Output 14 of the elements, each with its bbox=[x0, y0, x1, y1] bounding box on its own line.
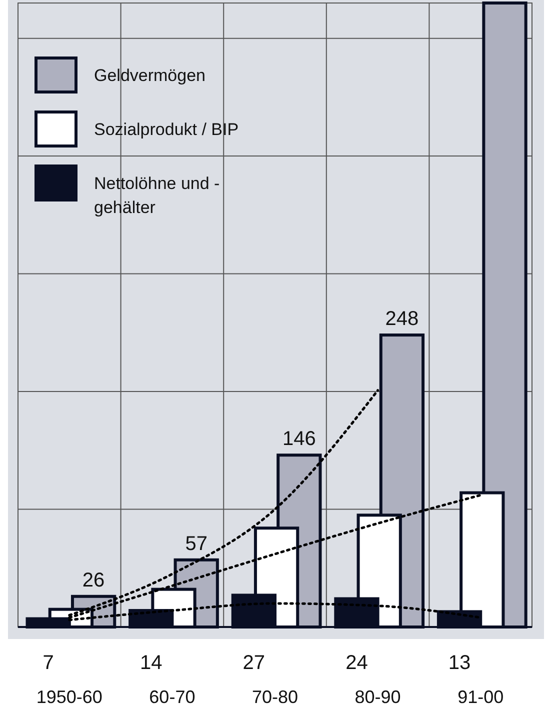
data-label: 146 bbox=[282, 428, 316, 450]
x-tick-label: 70-80 bbox=[252, 687, 298, 707]
x-tick-label: 91-00 bbox=[458, 687, 504, 707]
x-tick-label: 1950-60 bbox=[36, 687, 102, 707]
data-label: 26 bbox=[82, 569, 105, 592]
data-label: 27 bbox=[242, 652, 266, 674]
data-label: 13 bbox=[448, 652, 471, 674]
x-tick-label: 80-90 bbox=[354, 687, 401, 707]
data-label: 14 bbox=[140, 652, 162, 674]
data-label: 7 bbox=[42, 652, 54, 674]
data-label: 57 bbox=[185, 532, 208, 555]
x-tick-label: 60-70 bbox=[149, 687, 196, 707]
data-label: 248 bbox=[385, 308, 419, 330]
data-label: 24 bbox=[346, 652, 368, 674]
